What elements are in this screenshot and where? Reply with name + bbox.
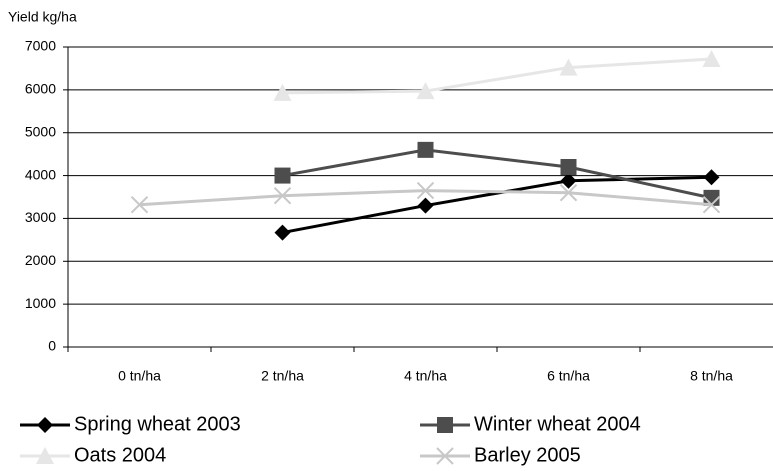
marker: [559, 184, 578, 202]
marker: [560, 172, 577, 189]
marker: [417, 141, 434, 158]
series-line: [282, 175, 712, 235]
marker: [417, 197, 434, 214]
marker: [702, 50, 721, 67]
marker: [560, 159, 577, 175]
marker: [36, 447, 54, 464]
x-tick-label: 0 tn/ha: [118, 368, 161, 384]
legend-label: Spring wheat 2003: [74, 413, 241, 435]
y-tick-label: 7000: [25, 38, 56, 54]
marker: [436, 447, 454, 465]
x-tick-label: 6 tn/ha: [547, 368, 590, 384]
x-tick-label: 2 tn/ha: [261, 368, 304, 384]
marker: [703, 169, 720, 186]
y-tick-label: 0: [48, 338, 56, 354]
series-line: [282, 148, 712, 200]
legend-label: Winter wheat 2004: [474, 413, 641, 435]
marker: [274, 224, 291, 241]
x-tick-label: 8 tn/ha: [690, 368, 733, 384]
legend-label: Barley 2005: [474, 444, 581, 466]
y-tick-label: 6000: [25, 81, 56, 97]
marker: [37, 417, 53, 433]
marker: [274, 167, 291, 184]
y-axis-label: Yield kg/ha: [8, 9, 77, 25]
legend-label: Oats 2004: [74, 444, 166, 466]
x-tick-label: 4 tn/ha: [404, 368, 447, 384]
marker: [130, 196, 149, 214]
y-tick-label: 2000: [25, 252, 56, 268]
marker: [416, 82, 435, 100]
y-tick-label: 5000: [25, 123, 56, 139]
marker: [702, 196, 721, 214]
marker: [273, 187, 292, 205]
marker: [559, 58, 578, 76]
y-tick-label: 3000: [25, 209, 56, 225]
y-tick-label: 1000: [25, 295, 56, 311]
marker: [416, 181, 435, 200]
series-line: [282, 57, 712, 95]
y-tick-label: 4000: [25, 166, 56, 182]
marker: [437, 417, 453, 433]
marker: [273, 83, 292, 101]
